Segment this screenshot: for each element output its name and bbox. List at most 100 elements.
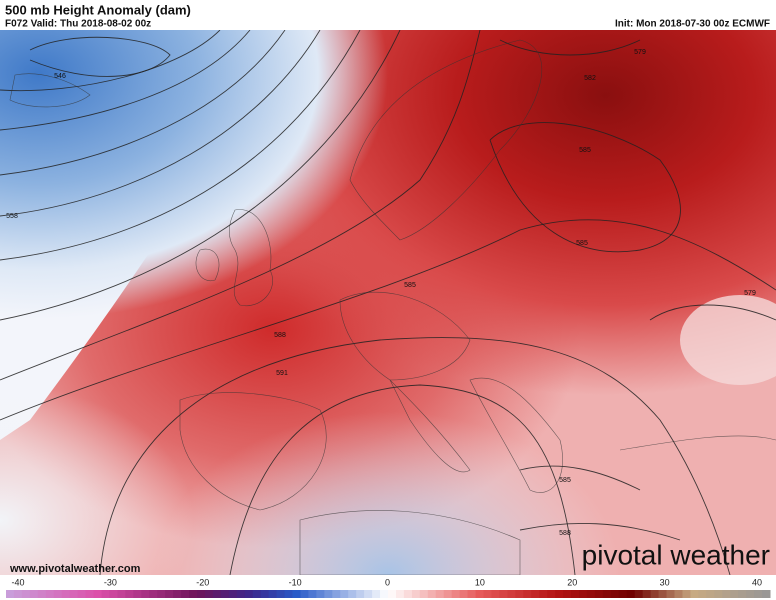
colorbar-swatch [308, 590, 317, 598]
colorbar-tick-label: 20 [567, 577, 577, 587]
colorbar-swatch [634, 590, 644, 598]
colorbar-swatch [220, 590, 230, 598]
colorbar-swatch [698, 590, 707, 598]
colorbar-swatch [173, 590, 182, 598]
colorbar-swatch [555, 590, 564, 598]
colorbar-swatch [165, 590, 174, 598]
colorbar-swatch [610, 590, 620, 598]
colorbar-swatch [372, 590, 381, 598]
colorbar-swatch [594, 590, 604, 598]
colorbar-swatch [563, 590, 572, 598]
colorbar-swatch [157, 590, 166, 598]
colorbar-swatch [53, 590, 63, 598]
contour-label: 591 [276, 370, 288, 377]
contour-label: 579 [634, 49, 646, 56]
colorbar-swatch [141, 590, 150, 598]
contour-label: 585 [559, 477, 571, 484]
map-area [0, 30, 776, 575]
colorbar-swatch [395, 590, 405, 598]
colorbar-swatch [356, 590, 365, 598]
colorbar-swatch [467, 590, 477, 598]
colorbar-swatch [364, 590, 373, 598]
colorbar-swatch [411, 590, 421, 598]
colorbar-swatch [602, 590, 612, 598]
colorbar-swatch [13, 590, 23, 598]
colorbar-swatch [324, 590, 333, 598]
colorbar-swatch [61, 590, 71, 598]
contour-label: 579 [744, 290, 756, 297]
colorbar-swatch [149, 590, 158, 598]
valid-time: F072 Valid: Thu 2018-08-02 00z [5, 19, 151, 30]
colorbar-tick-label: 10 [475, 577, 485, 587]
colorbar-swatch [531, 590, 540, 598]
colorbar-swatch [125, 590, 134, 598]
colorbar-swatch [292, 590, 301, 598]
colorbar-swatch [21, 590, 31, 598]
colorbar-swatch [427, 590, 437, 598]
contour-label: 585 [576, 240, 588, 247]
colorbar-swatch [642, 590, 652, 598]
colorbar-swatch [435, 590, 445, 598]
contour-label: 585 [404, 282, 416, 289]
colorbar-swatch [380, 590, 389, 598]
colorbar-tick-label: 30 [660, 577, 670, 587]
contour-label: 558 [6, 213, 18, 220]
colorbar-swatch [618, 590, 628, 598]
colorbar-swatch [300, 590, 309, 598]
colorbar-swatch [762, 590, 771, 598]
contour-label: 585 [579, 147, 591, 154]
colorbar-tick-label: 40 [752, 577, 762, 587]
colorbar-swatch [419, 590, 429, 598]
colorbar-swatch [45, 590, 55, 598]
colorbar-swatch [571, 590, 580, 598]
colorbar-tick-label: 0 [385, 577, 390, 587]
colorbar-swatch [626, 590, 636, 598]
colorbar-swatch [69, 590, 79, 598]
colorbar-swatch [459, 590, 469, 598]
colorbar-swatch [133, 590, 142, 598]
colorbar-swatch [650, 590, 660, 598]
colorbar-swatch [738, 590, 747, 598]
colorbar-swatch [730, 590, 739, 598]
colorbar-swatch [181, 590, 190, 598]
map-title: 500 mb Height Anomaly (dam) [5, 2, 191, 17]
colorbar-swatch [284, 590, 293, 598]
colorbar-swatch [483, 590, 492, 598]
colorbar-swatch [204, 590, 214, 598]
colorbar-swatch [340, 590, 349, 598]
colorbar-swatch [117, 590, 126, 598]
colorbar-swatch [722, 590, 731, 598]
colorbar: -40 -30 -20 -10 0 10 20 30 40 [6, 577, 771, 598]
contour-label: 546 [54, 73, 66, 80]
colorbar-swatch [93, 590, 102, 598]
colorbar-swatch [388, 590, 397, 598]
colorbar-swatch [236, 590, 246, 598]
colorbar-swatch [674, 590, 683, 598]
colorbar-swatch [244, 590, 254, 598]
colorbar-swatch [475, 590, 484, 598]
colorbar-swatch [101, 590, 110, 598]
colorbar-swatch [714, 590, 723, 598]
colorbar-swatch [6, 590, 15, 598]
colorbar-swatch [109, 590, 118, 598]
colorbar-swatch [29, 590, 39, 598]
colorbar-swatch [682, 590, 691, 598]
colorbar-swatch [706, 590, 715, 598]
colorbar-swatch [85, 590, 95, 598]
website: www.pivotalweather.com [9, 563, 141, 575]
colorbar-swatch [189, 590, 198, 598]
colorbar-tick-label: -10 [289, 577, 302, 587]
colorbar-tick-label: -40 [11, 577, 24, 587]
colorbar-swatch [507, 590, 516, 598]
colorbar-swatch [252, 590, 262, 598]
colorbar-swatch [666, 590, 675, 598]
colorbar-swatch [260, 590, 270, 598]
colorbar-swatch [37, 590, 47, 598]
colorbar-swatch [579, 590, 588, 598]
colorbar-swatch [539, 590, 548, 598]
colorbar-swatch [515, 590, 524, 598]
colorbar-swatch [197, 590, 206, 598]
colorbar-swatch [332, 590, 341, 598]
